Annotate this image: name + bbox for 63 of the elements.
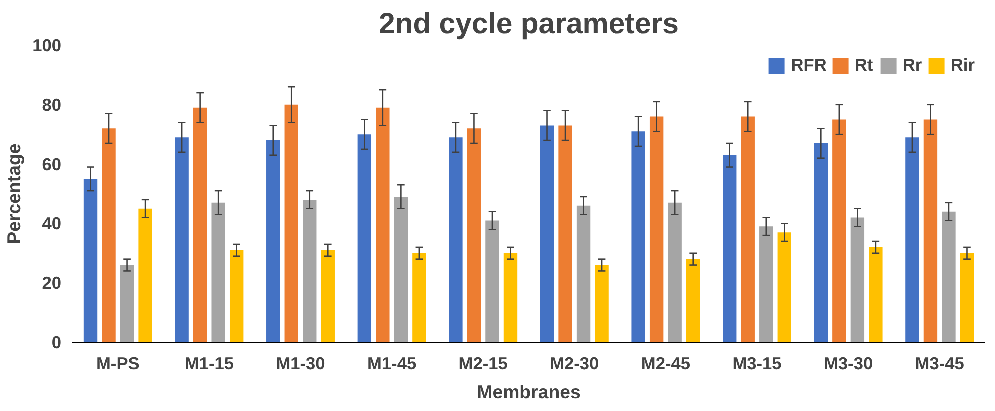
bar	[449, 138, 463, 342]
bar	[412, 253, 426, 342]
bar	[906, 138, 920, 342]
bar	[924, 120, 938, 342]
x-tick-label: M3-30	[824, 354, 874, 374]
x-tick-label: M-PS	[96, 354, 140, 374]
bar	[686, 259, 700, 342]
bar	[832, 120, 846, 342]
y-axis-title: Percentage	[4, 144, 25, 244]
y-tick-label: 40	[42, 214, 62, 234]
x-tick-label: M1-15	[184, 354, 234, 374]
legend-label: Rr	[902, 55, 923, 76]
bar	[760, 226, 774, 342]
bar	[504, 253, 518, 342]
x-tick-label: M2-30	[550, 354, 600, 374]
bar	[84, 179, 98, 342]
chart-title: 2nd cycle parameters	[379, 8, 679, 40]
bar	[576, 206, 591, 342]
x-tick-label: M1-30	[276, 354, 326, 374]
bar	[869, 247, 883, 342]
bar	[120, 265, 134, 342]
bar	[358, 134, 372, 342]
bar	[175, 138, 189, 342]
bar	[230, 250, 244, 342]
y-tick-label: 80	[42, 94, 62, 115]
x-tick-label: M1-45	[367, 354, 417, 374]
y-tick-label: 100	[32, 36, 62, 56]
bar	[138, 208, 152, 342]
legend-label: Rir	[950, 55, 975, 76]
bar	[321, 250, 335, 342]
bar	[723, 155, 737, 342]
bar	[467, 128, 482, 342]
bar	[212, 202, 226, 342]
x-tick-label: M2-45	[641, 354, 691, 374]
x-tick-label: M3-15	[732, 354, 782, 374]
y-tick-label: 60	[42, 154, 62, 174]
bar	[102, 128, 116, 342]
x-axis-title: Membranes	[477, 382, 581, 402]
bar	[632, 132, 646, 342]
legend-label: Rt	[854, 55, 874, 76]
bar	[650, 116, 664, 342]
bar	[540, 126, 554, 342]
legend-label: RFR	[791, 55, 827, 76]
bar	[376, 108, 390, 342]
x-tick-label: M3-45	[915, 354, 965, 374]
bar	[193, 108, 208, 342]
bar	[558, 126, 572, 342]
bar	[303, 200, 317, 342]
bar	[394, 196, 408, 342]
bar	[741, 116, 755, 342]
bar	[284, 104, 298, 342]
bar	[850, 218, 865, 342]
bar	[668, 202, 682, 342]
y-tick-label: 0	[52, 332, 62, 352]
bar	[486, 220, 500, 342]
bar	[778, 232, 792, 342]
bar	[595, 265, 609, 342]
x-tick-label: M2-15	[458, 354, 508, 374]
bar	[960, 253, 974, 342]
bar	[814, 144, 828, 342]
bar	[942, 212, 956, 342]
bar	[266, 140, 280, 342]
y-tick-label: 20	[42, 273, 62, 294]
